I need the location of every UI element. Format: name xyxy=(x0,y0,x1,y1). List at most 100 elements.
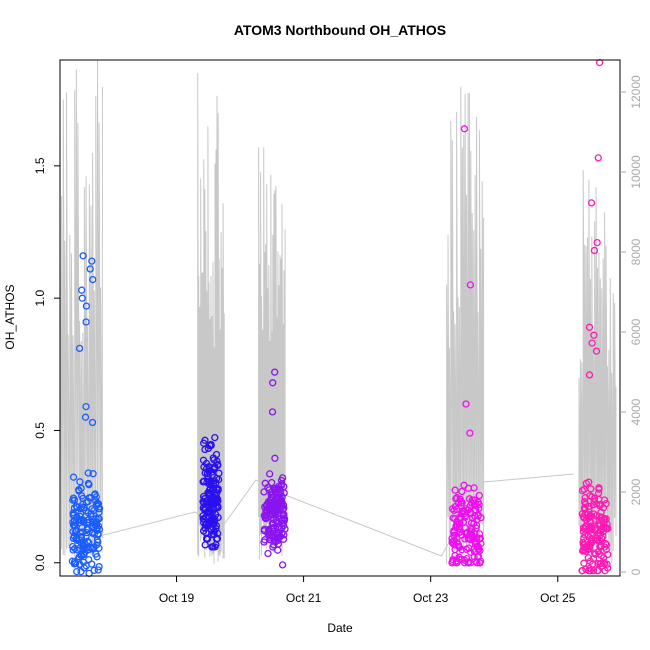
data-point xyxy=(73,503,81,512)
y-tick-label: 0.0 xyxy=(33,554,47,571)
data-point-outlier xyxy=(594,154,602,162)
data-point xyxy=(466,531,474,539)
data-point xyxy=(94,499,103,508)
data-point xyxy=(596,543,604,551)
data-point xyxy=(474,512,482,520)
y2-tick-label: 6000 xyxy=(629,318,643,345)
data-point xyxy=(278,519,287,528)
data-point xyxy=(267,509,276,518)
data-point xyxy=(88,544,97,552)
y-axis-label: OH_ATHOS xyxy=(3,284,17,349)
data-point xyxy=(587,519,595,527)
data-point xyxy=(209,454,217,462)
data-point-outlier xyxy=(462,400,470,408)
data-point xyxy=(471,501,479,509)
data-point xyxy=(85,481,93,489)
data-point xyxy=(600,496,609,504)
data-point xyxy=(597,541,605,550)
y2-tick-label: 10000 xyxy=(629,155,643,189)
data-point xyxy=(448,557,457,566)
data-point xyxy=(213,535,221,543)
chart-title: ATOM3 Northbound OH_ATHOS xyxy=(234,22,446,38)
data-point xyxy=(69,509,77,517)
data-point xyxy=(76,505,85,513)
data-point xyxy=(594,529,602,537)
x-tick-label: Oct 23 xyxy=(413,591,449,605)
data-point xyxy=(201,506,210,514)
x-tick-label: Oct 21 xyxy=(286,591,322,605)
data-point xyxy=(580,503,589,512)
data-point xyxy=(89,470,97,478)
data-point xyxy=(76,528,84,536)
data-point xyxy=(580,559,588,567)
data-point xyxy=(76,478,84,486)
data-point xyxy=(265,502,273,510)
data-point xyxy=(582,565,590,573)
y2-tick-label: 0 xyxy=(629,568,643,575)
data-point xyxy=(601,567,609,575)
data-point xyxy=(451,545,459,554)
data-point xyxy=(79,546,87,554)
data-point xyxy=(280,531,288,539)
data-point xyxy=(452,523,460,532)
data-point xyxy=(274,546,282,554)
x-tick-label: Oct 19 xyxy=(159,591,195,605)
data-point xyxy=(94,566,102,574)
data-point xyxy=(268,519,277,527)
data-point xyxy=(211,510,220,519)
data-point xyxy=(450,541,459,549)
data-point xyxy=(604,550,612,559)
data-point xyxy=(596,560,604,568)
data-point xyxy=(459,507,467,515)
data-point xyxy=(202,497,210,505)
data-point xyxy=(600,516,608,524)
data-point xyxy=(77,567,85,576)
data-point xyxy=(464,559,473,567)
data-point xyxy=(580,543,588,552)
data-point xyxy=(599,504,608,512)
data-point-outlier xyxy=(82,318,90,326)
data-point xyxy=(581,494,589,502)
data-point xyxy=(202,513,210,521)
data-point xyxy=(95,563,103,571)
data-point xyxy=(272,528,281,536)
data-point-outlier xyxy=(271,368,279,376)
data-point xyxy=(450,506,458,515)
data-point xyxy=(200,477,208,485)
data-point xyxy=(75,487,83,495)
y2-tick-label: 4000 xyxy=(629,398,643,425)
data-point xyxy=(273,531,281,539)
data-point xyxy=(470,519,478,528)
data-point-outlier xyxy=(466,281,475,289)
data-point xyxy=(206,505,215,513)
data-point xyxy=(588,493,596,501)
data-point xyxy=(69,473,78,481)
data-point xyxy=(94,531,102,539)
data-point xyxy=(95,508,103,517)
data-point-outlier xyxy=(88,418,97,427)
data-point xyxy=(585,505,593,513)
data-point xyxy=(278,493,286,501)
data-point-outlier xyxy=(88,257,96,265)
data-point xyxy=(215,469,223,477)
data-point xyxy=(475,500,483,509)
data-point xyxy=(271,454,279,462)
data-point-outlier xyxy=(79,252,87,260)
data-point xyxy=(211,495,220,503)
data-point xyxy=(278,561,287,569)
data-point xyxy=(211,433,219,442)
y2-tick-label: 8000 xyxy=(629,238,643,265)
data-point xyxy=(212,525,220,533)
data-point-outlier xyxy=(81,413,90,421)
data-point xyxy=(212,479,220,487)
y-axis-left: 0.0 0.5 1.0 1.5 xyxy=(33,157,60,571)
x-axis-label: Date xyxy=(327,621,353,635)
data-point xyxy=(586,564,594,573)
data-point xyxy=(593,536,601,544)
data-point xyxy=(475,491,483,500)
data-point xyxy=(463,554,471,563)
data-point xyxy=(93,526,101,535)
data-point xyxy=(586,517,594,526)
y-tick-label: 0.5 xyxy=(33,422,47,439)
